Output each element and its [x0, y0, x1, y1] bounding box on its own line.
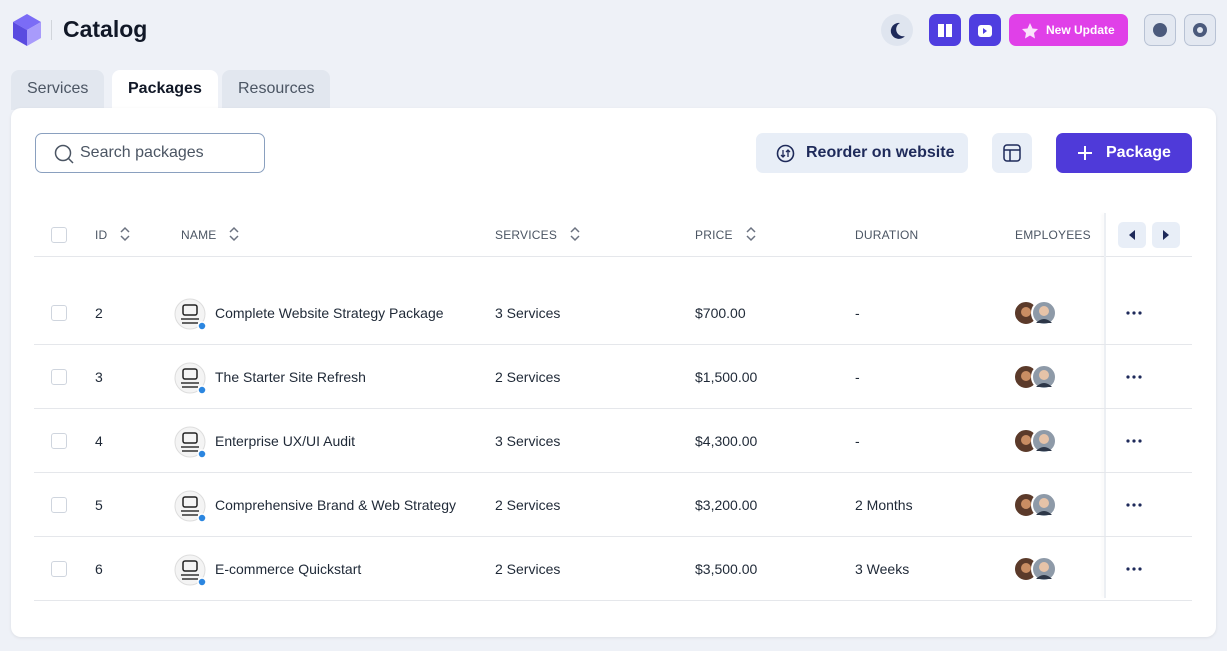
search-input[interactable]: Search packages: [35, 133, 265, 173]
employee-avatars: [1013, 364, 1059, 395]
table-cell: $1,500.00: [695, 369, 758, 385]
button-label: Package: [1106, 144, 1171, 161]
table-cell: 2 Months: [855, 497, 913, 513]
table-cell: 2 Services: [495, 497, 561, 513]
table-cell: 2 Services: [495, 369, 561, 385]
row-checkbox[interactable]: [51, 369, 67, 385]
row-divider: [34, 408, 1192, 409]
scroll-right-button[interactable]: [1152, 222, 1180, 248]
package-thumbnail: [174, 362, 207, 395]
chat-button[interactable]: [1144, 14, 1176, 46]
row-actions[interactable]: [1122, 497, 1146, 513]
row-checkbox[interactable]: [51, 561, 67, 577]
table-cell: E-commerce Quickstart: [215, 561, 362, 577]
table-cell: 6: [95, 561, 103, 577]
row-actions[interactable]: [1122, 369, 1146, 385]
search-placeholder: Search packages: [80, 144, 204, 161]
table-cell: $3,500.00: [695, 561, 758, 577]
table-cell: The Starter Site Refresh: [215, 369, 366, 385]
settings-button[interactable]: [1184, 14, 1216, 46]
row-checkbox[interactable]: [51, 305, 67, 321]
column-header: EMPLOYEES: [1015, 228, 1091, 242]
sort-icon[interactable]: [119, 226, 131, 242]
page-title: Catalog: [63, 16, 148, 42]
row-actions[interactable]: [1122, 561, 1146, 577]
sort-icon[interactable]: [228, 226, 240, 242]
reorder-button[interactable]: Reorder on website: [756, 133, 968, 173]
new-update-button[interactable]: New Update: [1009, 14, 1128, 46]
table-cell: Complete Website Strategy Package: [215, 305, 444, 321]
employee-avatars: [1013, 428, 1059, 459]
sort-icon[interactable]: [569, 226, 581, 242]
column-header: DURATION: [855, 228, 919, 242]
table-cell: 3: [95, 369, 103, 385]
docs-button[interactable]: [929, 14, 961, 46]
tab[interactable]: Resources: [222, 70, 330, 110]
employee-avatars: [1013, 492, 1059, 523]
columns-button[interactable]: [992, 133, 1032, 173]
column-header: PRICE: [695, 228, 733, 242]
table-cell: 3 Services: [495, 305, 561, 321]
row-actions[interactable]: [1122, 305, 1146, 321]
row-divider: [34, 472, 1192, 473]
table-cell: $700.00: [695, 305, 746, 321]
column-header: ID: [95, 228, 108, 242]
table-cell: -: [855, 305, 860, 321]
tab[interactable]: Services: [11, 70, 105, 110]
package-thumbnail: [174, 490, 207, 523]
add-package-button[interactable]: Package: [1056, 133, 1192, 173]
employee-avatars: [1013, 300, 1059, 331]
employee-avatars: [1013, 556, 1059, 587]
table-cell: 5: [95, 497, 103, 513]
table-cell: 3 Weeks: [855, 561, 910, 577]
divider: [51, 20, 52, 40]
button-label: Reorder on website: [806, 144, 955, 161]
column-header: NAME: [181, 228, 217, 242]
sort-icon[interactable]: [745, 226, 757, 242]
table-cell: Enterprise UX/UI Audit: [215, 433, 356, 449]
tab-active[interactable]: Packages: [112, 70, 218, 112]
table-cell: 4: [95, 433, 103, 449]
table-cell: $4,300.00: [695, 433, 758, 449]
package-thumbnail: [174, 554, 207, 587]
theme-toggle[interactable]: [881, 14, 913, 46]
row-divider: [34, 536, 1192, 537]
row-divider: [34, 344, 1192, 345]
package-thumbnail: [174, 298, 207, 331]
table-cell: 3 Services: [495, 433, 561, 449]
row-divider: [34, 600, 1192, 601]
table-cell: $3,200.00: [695, 497, 758, 513]
scroll-left-button[interactable]: [1118, 222, 1146, 248]
package-thumbnail: [174, 426, 207, 459]
column-header: SERVICES: [495, 228, 558, 242]
table-cell: 2 Services: [495, 561, 561, 577]
sticky-divider: [1104, 213, 1106, 598]
row-checkbox[interactable]: [51, 433, 67, 449]
row-actions[interactable]: [1122, 433, 1146, 449]
video-button[interactable]: [969, 14, 1001, 46]
logo: [13, 14, 41, 46]
table-cell: Comprehensive Brand & Web Strategy: [215, 497, 456, 513]
select-all-checkbox[interactable]: [51, 227, 67, 243]
button-label: New Update: [1046, 23, 1115, 37]
table-cell: 2: [95, 305, 103, 321]
table-cell: -: [855, 369, 860, 385]
header-divider: [34, 256, 1192, 257]
row-checkbox[interactable]: [51, 497, 67, 513]
table-cell: -: [855, 433, 860, 449]
